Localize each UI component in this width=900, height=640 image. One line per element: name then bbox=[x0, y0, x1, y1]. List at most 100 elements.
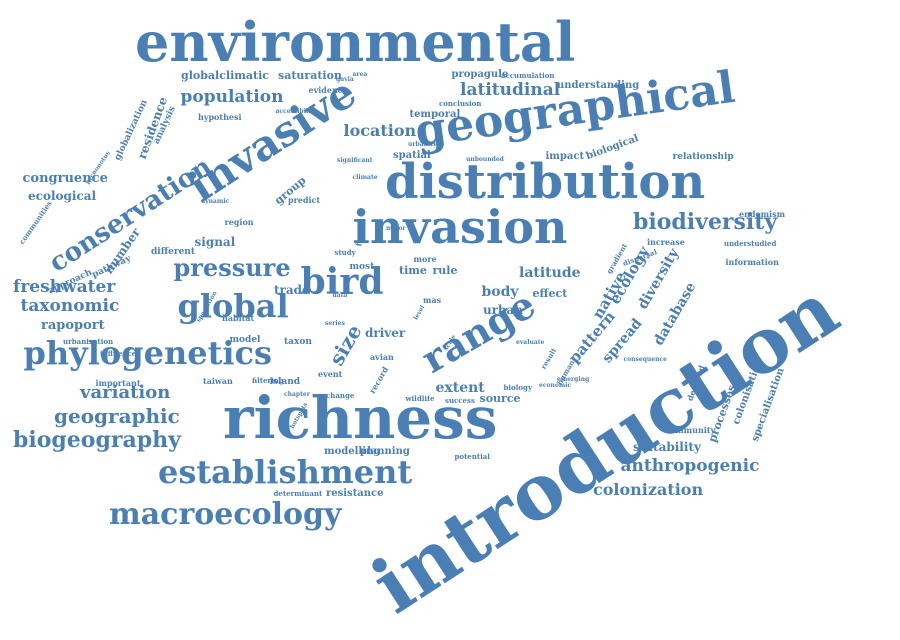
word-impact: impact bbox=[545, 151, 585, 162]
word-source: source bbox=[479, 391, 521, 405]
word-modelling: modelling bbox=[324, 446, 381, 457]
word-urbanization: urbanization bbox=[63, 336, 114, 346]
word-information: information bbox=[725, 257, 779, 267]
word-increase: increase bbox=[647, 237, 685, 247]
word-time: time bbox=[399, 263, 427, 277]
word-biogeography: biogeography bbox=[13, 427, 181, 453]
word-area: area bbox=[352, 71, 368, 78]
word-evidence: evidence bbox=[308, 85, 348, 95]
word-different: different bbox=[151, 246, 195, 257]
word-urban: urban bbox=[483, 303, 523, 317]
word-taxonomic: taxonomic bbox=[20, 295, 120, 316]
word-success: success bbox=[445, 395, 475, 405]
word-potential: potential bbox=[454, 451, 490, 461]
word-trade: trade bbox=[274, 283, 310, 297]
word-wildlife: wildlife bbox=[405, 393, 435, 403]
word-biodiversity: biodiversity bbox=[633, 209, 778, 235]
word-variation: variation bbox=[80, 382, 171, 403]
word-habitat: habitat bbox=[222, 313, 255, 323]
word-change: change bbox=[326, 390, 355, 400]
word-dynamic: dynamic bbox=[201, 198, 230, 205]
word-more: more bbox=[413, 254, 437, 264]
word-communities: communities bbox=[16, 198, 54, 246]
word-major: major bbox=[386, 225, 406, 232]
word-planning: planning bbox=[360, 446, 410, 457]
word-extent: extent bbox=[435, 380, 485, 396]
word-effect: effect bbox=[532, 286, 568, 300]
word-result: result bbox=[538, 345, 558, 371]
word-filtering: filtering bbox=[252, 375, 284, 385]
word-endemism: endemism bbox=[739, 209, 786, 219]
word-congruence: congruence bbox=[22, 170, 108, 186]
word-community: community bbox=[665, 425, 716, 435]
word-chapter: chapter bbox=[284, 391, 310, 398]
word-body: body bbox=[481, 284, 519, 300]
word-series: series bbox=[325, 320, 345, 327]
word-data: data bbox=[332, 292, 348, 299]
word-predict: predict bbox=[288, 195, 321, 205]
word-taiwan: taiwan bbox=[203, 376, 233, 386]
word-pressure: pressure bbox=[173, 253, 291, 282]
word-environmental: environmental bbox=[135, 10, 576, 74]
word-understudied: understudied bbox=[724, 238, 777, 248]
word-important: important bbox=[95, 378, 141, 388]
word-temporal: temporal bbox=[409, 109, 461, 120]
word-spatial: spatial bbox=[393, 150, 431, 161]
word-macroecology: macroecology bbox=[109, 497, 342, 532]
word-biology: biology bbox=[503, 382, 533, 392]
word-bird: bird bbox=[300, 261, 384, 303]
word-propagule: propagule bbox=[451, 69, 509, 80]
word-population: population bbox=[180, 86, 284, 107]
word-avian: avian bbox=[370, 352, 394, 362]
word-invasion: invasion bbox=[352, 200, 568, 254]
word-signal: signal bbox=[194, 235, 236, 249]
word-conclusion: conclusion bbox=[439, 98, 482, 108]
word-global: global bbox=[177, 287, 289, 325]
word-rule: rule bbox=[432, 263, 458, 277]
word-saturation: saturation bbox=[278, 68, 342, 82]
word-climate: climate bbox=[352, 174, 378, 181]
word-accumulation: accumulation bbox=[501, 70, 555, 80]
word-colonization: colonization bbox=[593, 480, 704, 499]
word-distribution: distribution bbox=[385, 154, 706, 210]
word-study: study bbox=[334, 247, 356, 257]
word-event: event bbox=[318, 369, 343, 379]
word-resistance: resistance bbox=[326, 488, 384, 499]
word-understanding: understanding bbox=[557, 80, 640, 91]
word-hypothesi: hypothesi bbox=[198, 112, 242, 122]
word-anthropogenic: anthropogenic bbox=[620, 455, 760, 476]
word-latitudinal: latitudinal bbox=[460, 79, 561, 100]
word-consequence: consequence bbox=[623, 356, 667, 363]
word-model: model bbox=[229, 334, 261, 345]
word-latitude: latitude bbox=[519, 265, 581, 281]
word-island: island bbox=[269, 376, 301, 387]
word-phylogenetics: phylogenetics bbox=[23, 334, 273, 372]
word-emerging: emerging bbox=[557, 376, 590, 383]
word-mas: mas bbox=[423, 295, 442, 305]
word-freshwater: freshwater bbox=[13, 276, 116, 297]
word-unbounded: unbounded bbox=[466, 156, 504, 163]
word-driver: driver bbox=[365, 326, 406, 340]
word-significant: significant bbox=[337, 157, 373, 164]
word-ecological: ecological bbox=[28, 189, 97, 203]
word-region: region bbox=[224, 217, 254, 227]
word-urbanized: urbanized bbox=[408, 141, 442, 148]
word-taxon: taxon bbox=[284, 336, 312, 347]
word-most: most bbox=[349, 261, 375, 272]
word-location: location bbox=[343, 121, 417, 140]
word-accessibility: accessibility bbox=[275, 108, 317, 115]
word-influence: influence bbox=[100, 348, 137, 358]
word-establishment: establishment bbox=[158, 453, 413, 491]
word-richness: richness bbox=[223, 384, 498, 452]
word-geographic: geographic bbox=[54, 404, 180, 428]
word-suitability: suitability bbox=[633, 440, 701, 454]
word-relationship: relationship bbox=[672, 151, 734, 162]
word-gavia: gavia bbox=[336, 76, 354, 83]
word-level: level bbox=[412, 304, 427, 322]
word-globalclimatic: globalclimatic bbox=[181, 68, 269, 82]
word-economic: economic bbox=[539, 382, 572, 389]
word-determinant: determinant bbox=[273, 488, 323, 498]
word-size: size bbox=[323, 320, 367, 370]
word-rapoport: rapoport bbox=[41, 317, 105, 333]
